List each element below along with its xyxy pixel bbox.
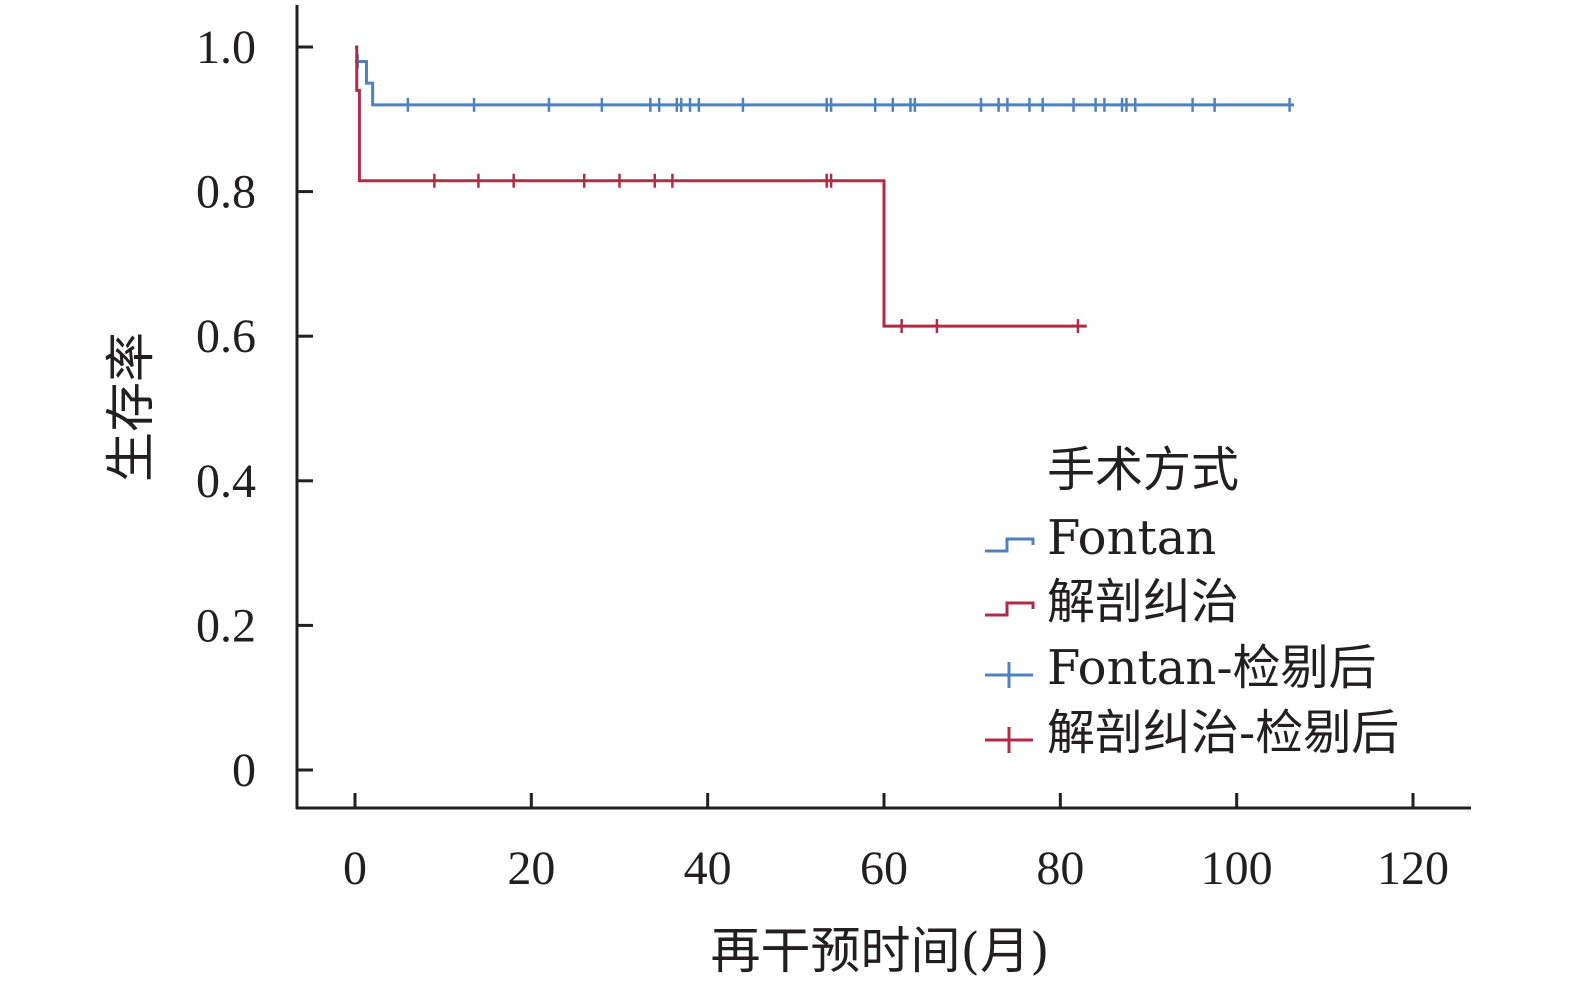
legend-label: Fontan [1047, 510, 1216, 566]
x-tick-label: 20 [507, 842, 555, 895]
x-tick-label: 0 [343, 842, 367, 895]
survival-curve [355, 45, 1087, 328]
y-tick-label: 0.4 [196, 455, 256, 508]
y-tick-label: 0 [232, 744, 256, 797]
y-tick-label: 1.0 [196, 21, 256, 74]
x-axis-title: 再干预时间(月) [710, 922, 1049, 980]
x-tick-label: 100 [1201, 842, 1273, 895]
legend-step-icon [985, 537, 1035, 553]
y-tick-label: 0.2 [196, 599, 256, 652]
legend-label: 解剖纠治 [1047, 574, 1239, 630]
y-tick-label: 0.8 [196, 166, 256, 219]
survival-curve [355, 59, 1294, 107]
plot-series [355, 45, 1294, 334]
y-ticks: 0 0.2 0.4 0.6 0.8 1.0 [196, 21, 313, 797]
legend-title: 手术方式 [1047, 442, 1239, 498]
x-tick-label: 40 [684, 842, 732, 895]
series-group [355, 45, 1087, 334]
x-ticks: 0 20 40 60 80 100 120 [343, 793, 1449, 895]
legend-step-icon [985, 601, 1035, 617]
legend-label: Fontan-检剔后 [1047, 640, 1377, 696]
legend-label: 解剖纠治-检剔后 [1047, 705, 1399, 761]
y-axis-title: 生存率 [102, 332, 160, 482]
x-tick-label: 80 [1036, 842, 1084, 895]
series-group [355, 54, 1294, 112]
y-tick-label: 0.6 [196, 310, 256, 363]
x-tick-label: 120 [1377, 842, 1449, 895]
x-tick-label: 60 [860, 842, 908, 895]
